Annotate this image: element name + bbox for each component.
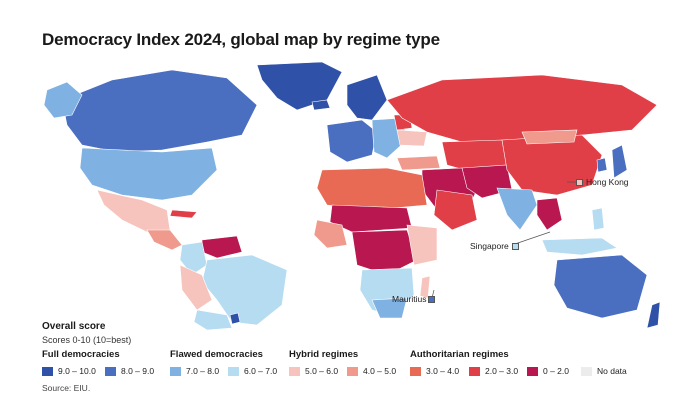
legend-group-authoritarian: Authoritarian regimes — [410, 349, 509, 360]
legend-label: 8.0 – 9.0 — [121, 366, 155, 376]
region-central-america — [146, 229, 183, 251]
region-cuba — [169, 209, 198, 219]
legend-label: No data — [597, 366, 627, 376]
legend-swatch — [347, 366, 358, 376]
world-map — [42, 60, 662, 330]
region-south-korea — [596, 157, 608, 173]
region-mongolia — [521, 129, 578, 145]
legend-item: 3.0 – 4.0 — [410, 366, 459, 376]
legend-swatch — [228, 366, 239, 376]
legend-label: 4.0 – 5.0 — [363, 366, 397, 376]
region-peru — [179, 264, 213, 311]
legend-item: 0 – 2.0 — [527, 366, 569, 376]
region-ukraine — [396, 129, 428, 147]
legend-label: 7.0 – 8.0 — [186, 366, 220, 376]
region-alaska — [43, 81, 83, 119]
legend-group-flawed: Flawed democracies — [170, 349, 263, 360]
region-turkey — [396, 155, 441, 171]
legend-label: 9.0 – 10.0 — [58, 366, 96, 376]
legend-group-full: Full democracies — [42, 349, 120, 360]
region-central-africa — [351, 229, 418, 276]
region-southeast-asia — [536, 197, 563, 231]
region-scandinavia — [346, 74, 388, 121]
region-colombia — [179, 241, 208, 276]
legend-label: 6.0 – 7.0 — [244, 366, 278, 376]
region-philippines — [591, 207, 605, 231]
mauritius-marker — [428, 296, 435, 303]
legend-swatch — [42, 366, 53, 376]
region-saudi-arabia — [433, 189, 478, 231]
legend-label: 0 – 2.0 — [543, 366, 569, 376]
source-note: Source: EIU. — [42, 383, 91, 393]
legend-item: 8.0 – 9.0 — [105, 366, 154, 376]
legend-item: 5.0 – 6.0 — [289, 366, 338, 376]
region-new-zealand — [646, 301, 661, 329]
region-east-africa — [406, 224, 438, 266]
legend-item: No data — [581, 366, 627, 376]
legend-item: 6.0 – 7.0 — [228, 366, 277, 376]
legend-swatch — [105, 366, 116, 376]
legend-subtitle: Scores 0-10 (10=best) — [42, 335, 132, 345]
legend-item: 7.0 – 8.0 — [170, 366, 219, 376]
legend-swatch — [469, 366, 480, 376]
map-title: Democracy Index 2024, global map by regi… — [42, 30, 440, 49]
legend-swatch — [527, 366, 538, 376]
legend-item: 4.0 – 5.0 — [347, 366, 396, 376]
region-iceland — [311, 99, 331, 111]
legend-label: 5.0 – 6.0 — [305, 366, 339, 376]
region-south-africa — [371, 297, 408, 319]
region-argentina — [193, 309, 233, 330]
singapore-marker — [512, 243, 519, 250]
region-australia — [553, 254, 648, 319]
region-japan — [611, 144, 628, 179]
callout-line-singapore — [511, 231, 551, 246]
region-sahel — [329, 204, 413, 233]
legend-item: 9.0 – 10.0 — [42, 366, 96, 376]
region-north-africa — [316, 167, 428, 211]
hong-kong-label: Hong Kong — [586, 177, 629, 187]
region-uruguay — [229, 312, 241, 325]
legend-swatch — [581, 366, 592, 376]
region-canada — [61, 69, 258, 153]
region-indonesia — [541, 237, 618, 256]
legend-label: 3.0 – 4.0 — [426, 366, 460, 376]
region-russia — [386, 74, 658, 143]
legend-swatch — [289, 366, 300, 376]
mauritius-label: Mauritius — [392, 294, 427, 304]
region-west-africa — [313, 219, 348, 249]
legend-swatch — [170, 366, 181, 376]
legend-label: 2.0 – 3.0 — [485, 366, 519, 376]
legend-group-hybrid: Hybrid regimes — [289, 349, 359, 360]
region-usa — [79, 147, 218, 201]
region-india — [496, 187, 538, 231]
region-greenland — [256, 61, 343, 111]
singapore-label: Singapore — [470, 241, 509, 251]
region-western-europe — [326, 119, 378, 163]
region-venezuela — [201, 235, 243, 259]
legend-item: 2.0 – 3.0 — [469, 366, 518, 376]
hong-kong-marker — [576, 179, 583, 186]
legend-swatch — [410, 366, 421, 376]
legend-title: Overall score — [42, 321, 106, 332]
